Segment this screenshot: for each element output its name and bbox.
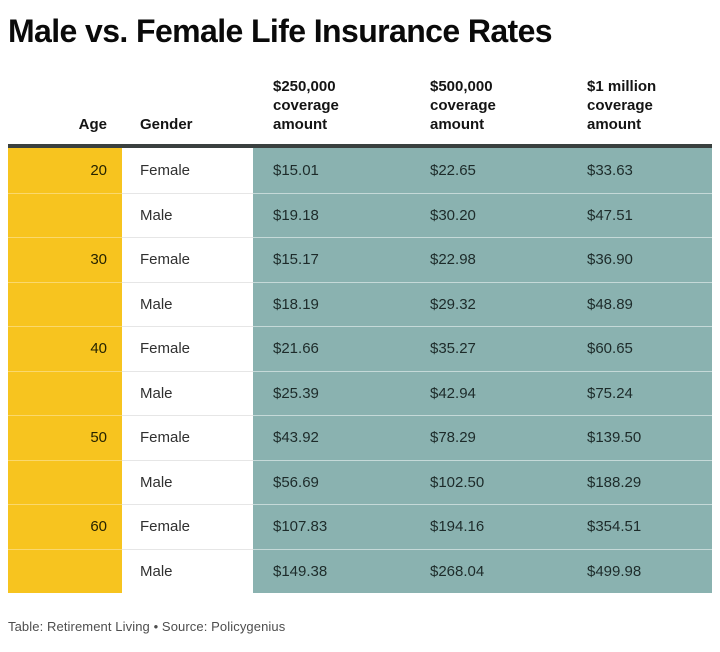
age-cell — [8, 370, 122, 415]
age-cell: 60 — [8, 504, 122, 549]
rates-table: Age Gender $250,000 coverage amount $500… — [8, 77, 712, 593]
rate-cell-250k: $21.66 — [253, 326, 410, 371]
rate-cell-1m: $188.29 — [567, 459, 712, 504]
rate-cell-250k: $18.19 — [253, 281, 410, 326]
rate-cell-250k: $19.18 — [253, 192, 410, 237]
col-header-age: Age — [78, 116, 107, 133]
gender-cell: Male — [122, 370, 253, 415]
rate-cell-1m: $36.90 — [567, 237, 712, 282]
rate-cell-250k: $149.38 — [253, 548, 410, 593]
rate-cell-500k: $42.94 — [410, 370, 567, 415]
gender-cell: Male — [122, 459, 253, 504]
gender-cell: Female — [122, 237, 253, 282]
rate-cell-1m: $499.98 — [567, 548, 712, 593]
rate-cell-500k: $35.27 — [410, 326, 567, 371]
table-row: 40 Female $21.66 $35.27 $60.65 — [8, 326, 712, 371]
table-row: 50 Female $43.92 $78.29 $139.50 — [8, 415, 712, 460]
rate-cell-250k: $25.39 — [253, 370, 410, 415]
rate-cell-1m: $33.63 — [567, 148, 712, 193]
rate-cell-250k: $107.83 — [253, 504, 410, 549]
age-cell: 20 — [8, 148, 122, 193]
table-row: 60 Female $107.83 $194.16 $354.51 — [8, 504, 712, 549]
rate-cell-500k: $194.16 — [410, 504, 567, 549]
rate-cell-500k: $268.04 — [410, 548, 567, 593]
gender-cell: Male — [122, 548, 253, 593]
table-body: 20 Female $15.01 $22.65 $33.63 Male $19.… — [8, 148, 712, 593]
rate-cell-250k: $15.17 — [253, 237, 410, 282]
age-cell: 40 — [8, 326, 122, 371]
table-row: Male $18.19 $29.32 $48.89 — [8, 281, 712, 326]
age-cell — [8, 459, 122, 504]
rate-cell-250k: $15.01 — [253, 148, 410, 193]
gender-cell: Male — [122, 281, 253, 326]
col-header-1m: $1 million coverage amount — [587, 78, 657, 133]
age-cell: 30 — [8, 237, 122, 282]
gender-cell: Female — [122, 504, 253, 549]
rate-cell-1m: $48.89 — [567, 281, 712, 326]
rate-cell-500k: $22.65 — [410, 148, 567, 193]
table-row: Male $25.39 $42.94 $75.24 — [8, 370, 712, 415]
rate-cell-1m: $139.50 — [567, 415, 712, 460]
rate-cell-1m: $75.24 — [567, 370, 712, 415]
rate-cell-500k: $22.98 — [410, 237, 567, 282]
rate-cell-500k: $102.50 — [410, 459, 567, 504]
rate-cell-250k: $56.69 — [253, 459, 410, 504]
table-row: Male $19.18 $30.20 $47.51 — [8, 192, 712, 237]
rate-cell-500k: $30.20 — [410, 192, 567, 237]
table-row: Male $56.69 $102.50 $188.29 — [8, 459, 712, 504]
gender-cell: Female — [122, 326, 253, 371]
table-row: 20 Female $15.01 $22.65 $33.63 — [8, 148, 712, 193]
age-cell — [8, 548, 122, 593]
gender-cell: Female — [122, 415, 253, 460]
table-row: Male $149.38 $268.04 $499.98 — [8, 548, 712, 593]
rate-cell-1m: $60.65 — [567, 326, 712, 371]
gender-cell: Female — [122, 148, 253, 193]
col-header-500k: $500,000 coverage amount — [430, 78, 496, 133]
age-cell: 50 — [8, 415, 122, 460]
table-attribution: Table: Retirement Living • Source: Polic… — [8, 619, 286, 634]
rate-cell-1m: $47.51 — [567, 192, 712, 237]
table-header-row: Age Gender $250,000 coverage amount $500… — [8, 77, 712, 148]
col-header-gender: Gender — [140, 116, 193, 133]
table-row: 30 Female $15.17 $22.98 $36.90 — [8, 237, 712, 282]
page-title: Male vs. Female Life Insurance Rates — [8, 13, 553, 49]
rate-cell-500k: $29.32 — [410, 281, 567, 326]
rate-cell-250k: $43.92 — [253, 415, 410, 460]
gender-cell: Male — [122, 192, 253, 237]
rate-cell-500k: $78.29 — [410, 415, 567, 460]
rate-cell-1m: $354.51 — [567, 504, 712, 549]
col-header-250k: $250,000 coverage amount — [273, 78, 339, 133]
age-cell — [8, 192, 122, 237]
age-cell — [8, 281, 122, 326]
